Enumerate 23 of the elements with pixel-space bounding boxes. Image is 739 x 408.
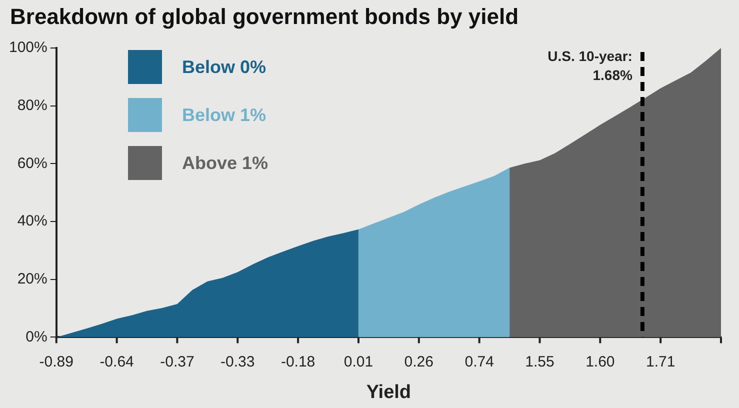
annotation: U.S. 10-year: 1.68% [548,48,633,83]
x-tick-label: 0.74 [464,353,494,370]
y-tick-label: 100% [8,39,48,56]
x-tick-label: -0.18 [280,353,316,370]
legend-label: Above 1% [182,152,268,174]
x-tick-label: -0.64 [100,353,134,370]
x-tick-label: -0.33 [220,353,255,370]
x-tick-label: 1.60 [586,353,615,370]
x-tick-label: 0.01 [344,353,374,370]
x-tick-label: -0.89 [39,353,74,370]
x-tick-label: 0.26 [404,353,434,370]
x-tick-label: 1.71 [646,353,676,370]
y-tick-label: 60% [17,154,48,172]
legend-label: Below 0% [182,56,266,78]
x-axis-title: Yield [366,382,412,403]
x-tick-label: -0.37 [160,353,194,370]
y-tick-label: 20% [17,270,48,288]
x-tick-label: 1.55 [525,353,554,370]
y-tick-label: 40% [17,212,48,230]
chart-title: Breakdown of global government bonds by yield [10,4,519,30]
legend-label: Below 1% [182,104,266,126]
y-tick-label: 0% [26,328,48,346]
y-tick-label: 80% [17,96,48,114]
